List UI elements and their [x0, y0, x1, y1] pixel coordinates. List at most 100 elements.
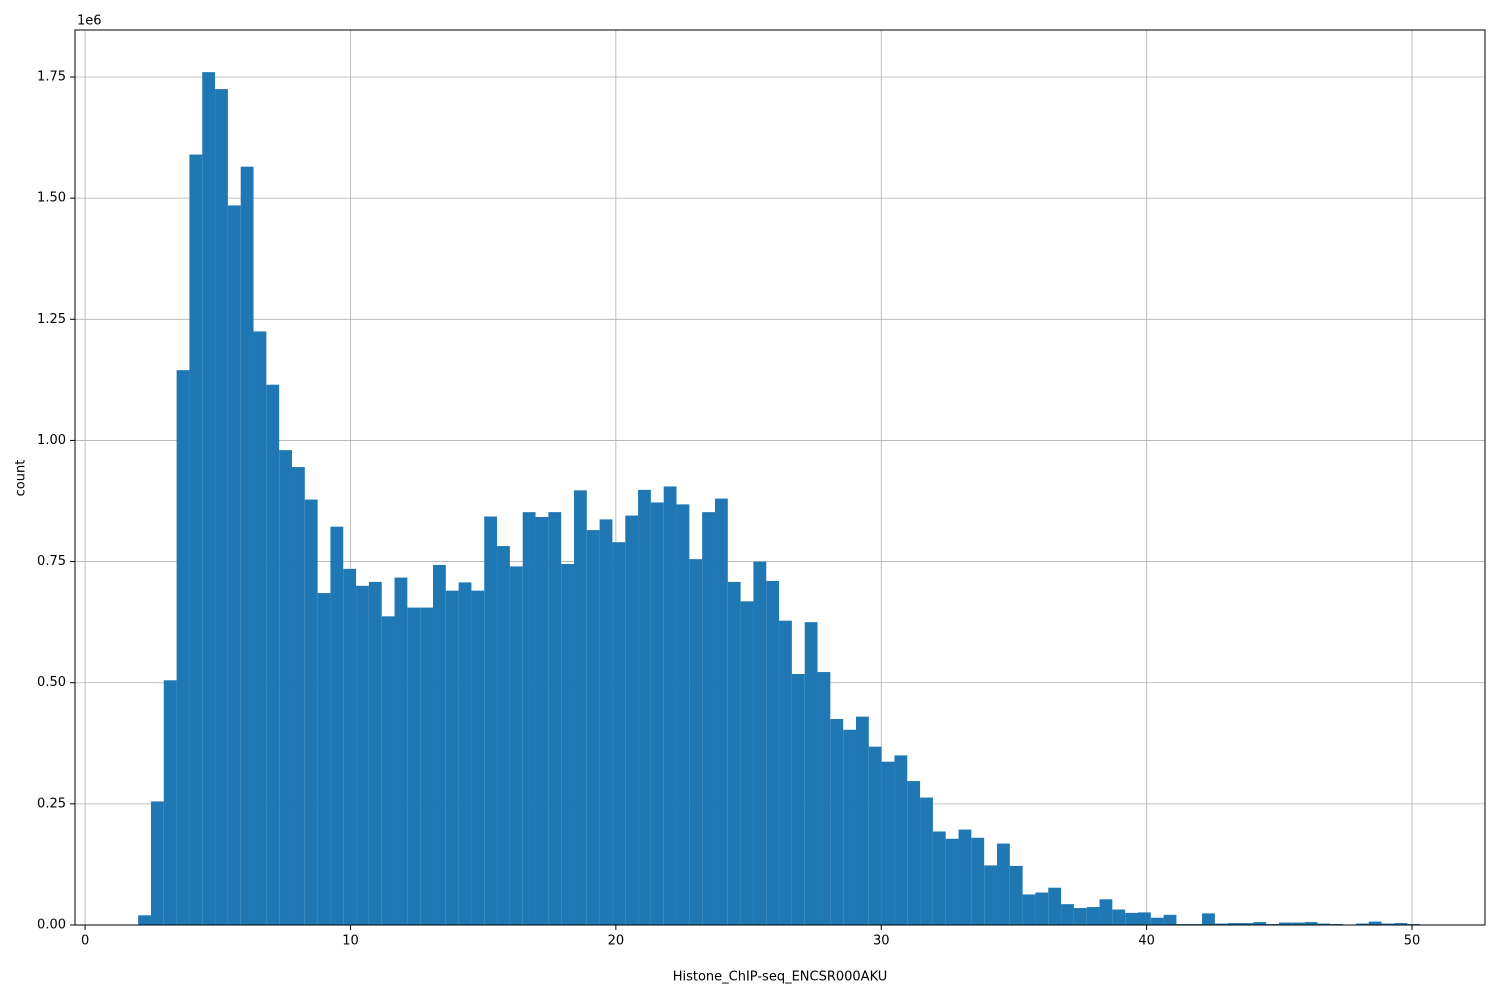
bar — [1240, 923, 1254, 925]
y-tick-label: 0.25 — [37, 796, 66, 811]
bar — [740, 601, 754, 925]
bar — [394, 577, 408, 925]
bar — [663, 486, 677, 925]
bar — [1150, 917, 1164, 925]
bar — [1048, 887, 1062, 925]
bar — [650, 502, 664, 925]
bar — [1061, 904, 1074, 925]
bar — [586, 530, 600, 925]
bar — [432, 564, 446, 925]
y-tick-label: 0.50 — [37, 675, 66, 690]
bar — [407, 607, 421, 925]
bar — [689, 559, 703, 925]
bar — [458, 582, 472, 925]
bar — [484, 516, 498, 925]
bar — [1137, 912, 1151, 925]
plot-frame — [74, 29, 1486, 926]
bar — [907, 781, 921, 925]
bar — [1214, 923, 1228, 925]
bar — [420, 607, 433, 925]
bar — [817, 672, 831, 925]
bar — [138, 915, 151, 925]
bar — [445, 590, 459, 925]
x-tick-label: 50 — [1404, 934, 1421, 949]
y-tick-label: 1.25 — [37, 312, 66, 327]
x-tick-label: 30 — [873, 934, 890, 949]
bar — [676, 504, 690, 925]
bar — [1035, 892, 1049, 925]
bar — [561, 563, 574, 925]
y-tick-label: 1.50 — [37, 191, 66, 206]
bar — [202, 72, 216, 926]
bar — [548, 512, 562, 925]
bar — [1163, 914, 1177, 925]
bar — [1278, 922, 1292, 925]
bar — [509, 566, 523, 925]
bar — [714, 498, 728, 925]
bar — [253, 331, 267, 925]
bar — [150, 801, 164, 925]
x-tick-label: 10 — [342, 934, 359, 949]
bar — [1073, 908, 1087, 925]
bar — [240, 166, 254, 925]
bar — [1099, 899, 1113, 925]
bar — [894, 755, 908, 925]
bar — [791, 673, 805, 925]
bar — [727, 581, 741, 925]
bar — [868, 746, 882, 925]
bar — [522, 512, 536, 925]
bar — [766, 580, 780, 925]
bar — [804, 622, 818, 925]
bar — [1381, 923, 1395, 925]
bar — [612, 542, 626, 925]
bar — [471, 590, 485, 925]
bar — [368, 581, 382, 925]
x-axis-label: Histone_ChIP-seq_ENCSR000AKU — [673, 970, 888, 985]
bar — [356, 585, 369, 925]
bar — [843, 729, 856, 925]
bar — [958, 829, 972, 925]
bar — [1355, 923, 1369, 925]
bar — [176, 370, 190, 925]
bar — [1291, 922, 1305, 925]
bar — [1368, 921, 1382, 925]
bar — [1317, 923, 1331, 925]
bar — [996, 843, 1010, 925]
bar — [1227, 923, 1241, 925]
bar — [932, 831, 946, 925]
y-tick-label: 1.00 — [37, 433, 66, 448]
bar — [381, 616, 395, 925]
bar — [1125, 912, 1138, 925]
bar — [304, 499, 318, 925]
bar — [266, 384, 280, 925]
bar — [920, 797, 933, 925]
bar — [638, 489, 651, 925]
bar — [497, 546, 510, 925]
x-tick-label: 20 — [608, 934, 625, 949]
bar — [343, 568, 357, 925]
y-tick-label: 0.75 — [37, 554, 66, 569]
bar — [1394, 923, 1408, 925]
bar — [881, 761, 895, 925]
bar — [1112, 909, 1126, 925]
bar — [830, 719, 844, 925]
y-tick-label: 1.75 — [37, 70, 66, 85]
bar — [1253, 922, 1267, 925]
bar — [971, 837, 985, 925]
bar — [189, 154, 203, 926]
bar — [163, 680, 177, 925]
bar — [1086, 907, 1100, 925]
bar — [227, 205, 241, 925]
y-axis-label: count — [14, 460, 29, 497]
y-tick-label: 0.00 — [37, 918, 66, 933]
bar — [535, 516, 549, 925]
bar — [625, 515, 639, 925]
x-tick-label: 0 — [81, 934, 89, 949]
bar — [291, 467, 305, 925]
bar — [279, 450, 292, 925]
bar — [779, 620, 792, 925]
bar — [215, 89, 228, 925]
bar — [330, 526, 344, 925]
